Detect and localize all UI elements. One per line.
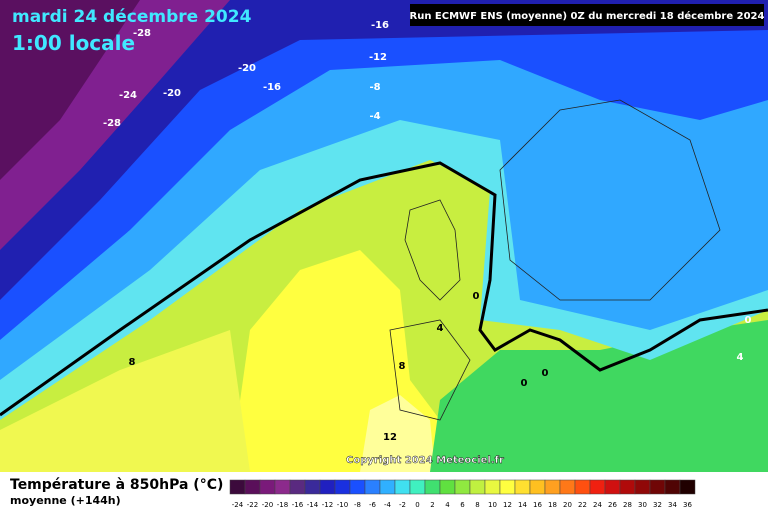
colorbar-label: 26 bbox=[608, 501, 617, 509]
run-banner bbox=[410, 4, 764, 26]
colorbar-label: 22 bbox=[578, 501, 587, 509]
colorbar-swatch bbox=[394, 479, 411, 495]
colorbar-swatch bbox=[319, 479, 336, 495]
contour-label: 0 bbox=[745, 315, 752, 326]
contour-label: -16 bbox=[371, 20, 389, 31]
date: mardi 24 décembre 2024 bbox=[12, 7, 252, 27]
colorbar-label: 24 bbox=[593, 501, 602, 509]
colorbar-swatch bbox=[679, 479, 696, 495]
contour-label: -20 bbox=[238, 63, 256, 74]
colorbar-swatch bbox=[484, 479, 501, 495]
contour-label: -20 bbox=[163, 88, 181, 99]
colorbar-swatch bbox=[364, 479, 381, 495]
colorbar-label: 10 bbox=[488, 501, 497, 509]
colorbar-swatch bbox=[379, 479, 396, 495]
colorbar: -24 -22 -20 -18 -16 -14 -12 -10 -8 -6 -4 -2 0 2 4 6 8 10 1… bbox=[229, 479, 696, 509]
contour-label: -12 bbox=[369, 52, 387, 63]
colorbar-swatch bbox=[664, 479, 681, 495]
time: 1:00 locale bbox=[12, 31, 135, 55]
colorbar-label: 28 bbox=[623, 501, 632, 509]
run-info: Run ECMWF ENS (moyenne) 0Z du mercredi 1… bbox=[410, 10, 765, 22]
colorbar-label: 30 bbox=[638, 501, 647, 509]
legend-title: Température à 850hPa (°C) bbox=[10, 477, 223, 493]
colorbar-label: 2 bbox=[430, 501, 434, 509]
colorbar-label: -6 bbox=[369, 501, 377, 509]
contour-label: -24 bbox=[119, 90, 137, 101]
colorbar-label: 20 bbox=[563, 501, 572, 509]
contour-label: -4 bbox=[369, 111, 380, 122]
colorbar-label: 8 bbox=[475, 501, 479, 509]
colorbar-swatch bbox=[514, 479, 531, 495]
contour-label: -16 bbox=[263, 82, 281, 93]
colorbar-label: 0 bbox=[415, 501, 419, 509]
colorbar-swatch bbox=[409, 479, 426, 495]
colorbar-label: -18 bbox=[277, 501, 288, 509]
colorbar-swatch bbox=[499, 479, 516, 495]
contour-label: 8 bbox=[399, 361, 406, 372]
colorbar-swatch bbox=[619, 479, 636, 495]
colorbar-swatch bbox=[544, 479, 561, 495]
colorbar-swatch bbox=[454, 479, 471, 495]
contour-label: 4 bbox=[437, 323, 444, 334]
contour-label: 8 bbox=[129, 357, 136, 368]
contour-label: 0 bbox=[542, 368, 549, 379]
colorbar-swatch bbox=[304, 479, 321, 495]
colorbar-label: 32 bbox=[653, 501, 662, 509]
colorbar-label: -24 bbox=[232, 501, 244, 509]
contour-label: 12 bbox=[383, 432, 397, 443]
colorbar-swatch bbox=[574, 479, 591, 495]
colorbar-label: 16 bbox=[533, 501, 542, 509]
colorbar-swatch bbox=[559, 479, 576, 495]
colorbar-swatch bbox=[439, 479, 456, 495]
colorbar-label: 4 bbox=[445, 501, 450, 509]
colorbar-label: -4 bbox=[384, 501, 392, 509]
colorbar-label: 36 bbox=[683, 501, 692, 509]
colorbar-swatch bbox=[469, 479, 486, 495]
colorbar-label: 18 bbox=[548, 501, 557, 509]
colorbar-swatch bbox=[589, 479, 606, 495]
copyright: Copyright 2024 Meteociel.fr bbox=[346, 455, 504, 466]
colorbar-label: 6 bbox=[460, 501, 465, 509]
colorbar-label: 14 bbox=[518, 501, 527, 509]
contour-label: 0 bbox=[521, 378, 528, 389]
colorbar-label: -8 bbox=[354, 501, 361, 509]
colorbar-swatch bbox=[529, 479, 546, 495]
colorbar-swatch bbox=[259, 479, 276, 495]
contour-label: -28 bbox=[133, 28, 151, 39]
contour-labels: -28 -20 -16 -24 -20 -28 -16 -12 -8 -4 0 4 8 8 0 0 12 0 4 bbox=[103, 20, 752, 443]
colorbar-swatch bbox=[349, 479, 366, 495]
colorbar-swatch bbox=[634, 479, 651, 495]
colorbar-swatch bbox=[604, 479, 621, 495]
legend-subtitle: moyenne (+144h) bbox=[10, 494, 121, 507]
colorbar-swatch bbox=[229, 479, 246, 495]
colorbar-swatch bbox=[649, 479, 666, 495]
contour-label: -8 bbox=[369, 82, 380, 93]
contour-label: 0 bbox=[473, 291, 480, 302]
colorbar-swatch bbox=[274, 479, 291, 495]
colorbar-swatch bbox=[334, 479, 351, 495]
colorbar-label: -16 bbox=[292, 501, 304, 509]
colorbar-label: -10 bbox=[337, 501, 348, 509]
colorbar-label: -12 bbox=[322, 501, 333, 509]
colorbar-swatch bbox=[289, 479, 306, 495]
contour-label: -28 bbox=[103, 118, 121, 129]
colorbar-label: -22 bbox=[247, 501, 258, 509]
colorbar-label: -2 bbox=[399, 501, 406, 509]
contour-label: 4 bbox=[737, 352, 744, 363]
colorbar-swatch bbox=[424, 479, 441, 495]
colorbar-label: 12 bbox=[503, 501, 512, 509]
colorbar-label: 34 bbox=[668, 501, 677, 509]
colorbar-label: -20 bbox=[262, 501, 273, 509]
map bbox=[0, 0, 768, 472]
colorbar-swatch bbox=[244, 479, 261, 495]
colorbar-label: -14 bbox=[307, 501, 319, 509]
